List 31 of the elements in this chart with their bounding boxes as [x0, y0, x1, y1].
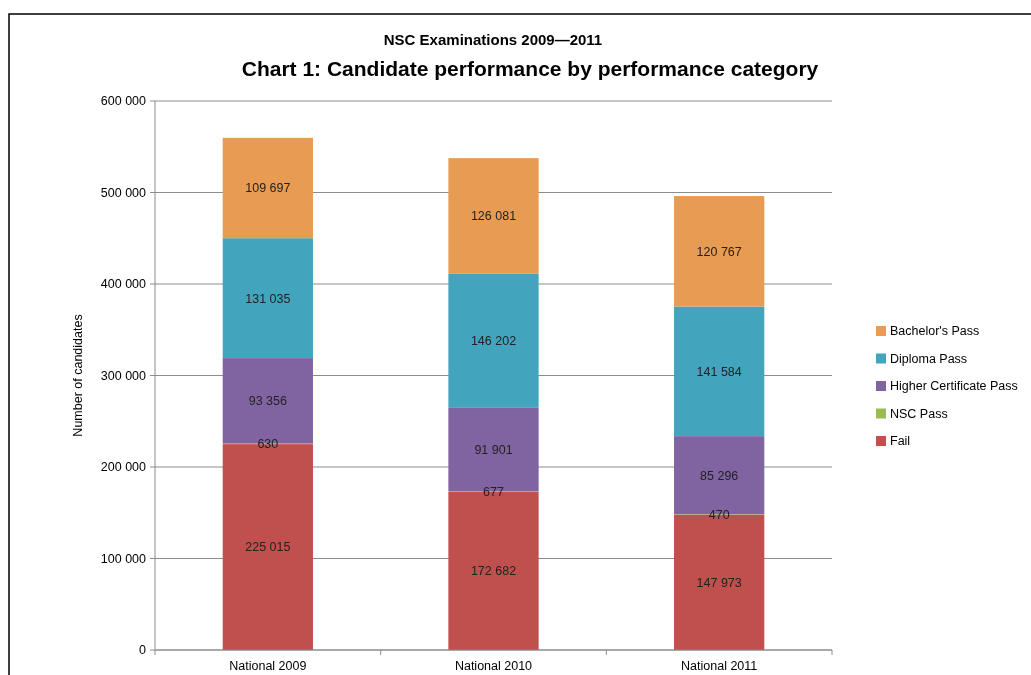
data-label: 93 356 — [248, 394, 287, 409]
data-label: 147 973 — [696, 575, 742, 590]
data-label: 141 584 — [696, 364, 742, 379]
chart-subtitle: Chart 1: Candidate performance by performance category — [241, 57, 819, 80]
data-label: 109 697 — [245, 181, 291, 196]
y-tick-label: 400 000 — [100, 277, 147, 292]
y-tick-label: 300 000 — [100, 368, 147, 383]
data-label: 146 202 — [470, 333, 517, 348]
y-tick-label: 100 000 — [100, 551, 147, 566]
data-label: 85 296 — [700, 468, 739, 483]
legend-label: Fail — [890, 434, 911, 449]
y-tick-label: 0 — [139, 643, 147, 658]
y-axis-title: Number of candidates — [71, 314, 85, 437]
legend-label: Higher Certificate Pass — [890, 379, 1018, 394]
y-tick-label: 600 000 — [100, 94, 147, 109]
y-tick-label: 500 000 — [100, 185, 147, 200]
y-tick-label: 200 000 — [100, 460, 147, 475]
legend-label: Bachelor's Pass — [890, 324, 980, 339]
data-label: 172 682 — [470, 564, 517, 579]
x-tick-label: National 2010 — [454, 659, 533, 673]
x-tick-label: National 2011 — [681, 659, 758, 673]
legend-label: Diploma Pass — [890, 351, 968, 366]
data-label: 126 081 — [470, 209, 517, 224]
data-label: 225 015 — [245, 540, 291, 555]
chart-title: NSC Examinations 2009—2011 — [383, 31, 603, 48]
legend-label: NSC Pass — [890, 406, 948, 421]
data-label: 120 767 — [696, 244, 742, 259]
data-label: 630 — [257, 437, 279, 452]
data-label: 131 035 — [245, 291, 291, 306]
x-tick-label: National 2009 — [229, 659, 307, 673]
data-label: 91 901 — [474, 442, 513, 457]
